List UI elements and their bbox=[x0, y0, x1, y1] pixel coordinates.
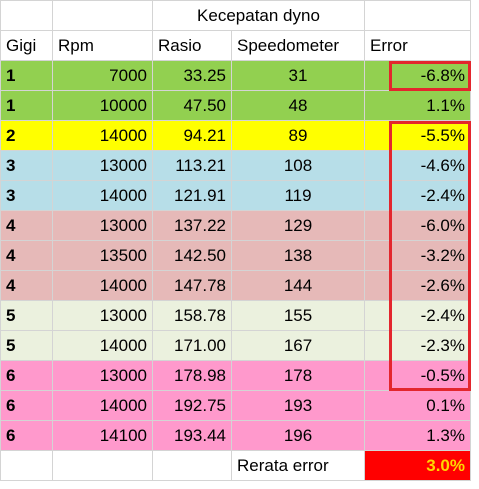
table-row: 1 7000 33.25 31 -6.8% bbox=[0, 60, 471, 91]
cell-speedometer[interactable]: 129 bbox=[231, 210, 365, 241]
cell-rasio[interactable]: 171.00 bbox=[152, 330, 232, 361]
cell-rpm[interactable]: 14000 bbox=[52, 390, 153, 421]
cell-error[interactable]: 1.3% bbox=[364, 420, 471, 451]
cell[interactable] bbox=[0, 0, 53, 31]
average-error-label[interactable]: Rerata error bbox=[231, 450, 365, 481]
cell-rpm[interactable]: 13000 bbox=[52, 360, 153, 391]
header-row: Gigi Rpm Rasio Speedometer Error bbox=[0, 30, 471, 61]
title-row: Kecepatan dyno bbox=[0, 0, 471, 31]
cell-rasio[interactable]: 142.50 bbox=[152, 240, 232, 271]
cell-rasio[interactable]: 121.91 bbox=[152, 180, 232, 211]
cell-error[interactable]: -2.4% bbox=[364, 180, 471, 211]
table-row: 2 14000 94.21 89 -5.5% bbox=[0, 120, 471, 151]
cell-gigi[interactable]: 1 bbox=[0, 90, 53, 121]
cell-rasio[interactable]: 47.50 bbox=[152, 90, 232, 121]
table-row: 5 14000 171.00 167 -2.3% bbox=[0, 330, 471, 361]
cell-rasio[interactable]: 137.22 bbox=[152, 210, 232, 241]
cell-gigi[interactable]: 3 bbox=[0, 150, 53, 181]
table-row: 5 13000 158.78 155 -2.4% bbox=[0, 300, 471, 331]
cell-speedometer[interactable]: 196 bbox=[231, 420, 365, 451]
table-row: 1 10000 47.50 48 1.1% bbox=[0, 90, 471, 121]
cell-rpm[interactable]: 14000 bbox=[52, 180, 153, 211]
average-error-value[interactable]: 3.0% bbox=[364, 450, 471, 481]
cell-rasio[interactable]: 178.98 bbox=[152, 360, 232, 391]
cell-rasio[interactable]: 113.21 bbox=[152, 150, 232, 181]
header-error[interactable]: Error bbox=[364, 30, 471, 61]
cell[interactable] bbox=[52, 0, 153, 31]
cell-speedometer[interactable]: 31 bbox=[231, 60, 365, 91]
cell-speedometer[interactable]: 144 bbox=[231, 270, 365, 301]
cell-gigi[interactable]: 1 bbox=[0, 60, 53, 91]
spreadsheet-table: Kecepatan dyno Gigi Rpm Rasio Speedomete… bbox=[0, 0, 471, 481]
cell-speedometer[interactable]: 167 bbox=[231, 330, 365, 361]
cell-error[interactable]: 0.1% bbox=[364, 390, 471, 421]
cell-gigi[interactable]: 5 bbox=[0, 300, 53, 331]
cell-speedometer[interactable]: 89 bbox=[231, 120, 365, 151]
header-speedometer[interactable]: Speedometer bbox=[231, 30, 365, 61]
table-row: 6 14000 192.75 193 0.1% bbox=[0, 390, 471, 421]
cell-rpm[interactable]: 10000 bbox=[52, 90, 153, 121]
table-row: 4 13000 137.22 129 -6.0% bbox=[0, 210, 471, 241]
cell-error[interactable]: -4.6% bbox=[364, 150, 471, 181]
cell-speedometer[interactable]: 48 bbox=[231, 90, 365, 121]
cell-speedometer[interactable]: 178 bbox=[231, 360, 365, 391]
table-row: 3 13000 113.21 108 -4.6% bbox=[0, 150, 471, 181]
table-row: 6 13000 178.98 178 -0.5% bbox=[0, 360, 471, 391]
table-row: 3 14000 121.91 119 -2.4% bbox=[0, 180, 471, 211]
cell-error[interactable]: -6.8% bbox=[364, 60, 471, 91]
cell-speedometer[interactable]: 138 bbox=[231, 240, 365, 271]
table-title-cell[interactable]: Kecepatan dyno bbox=[152, 0, 365, 31]
cell-error[interactable]: -2.6% bbox=[364, 270, 471, 301]
cell-gigi[interactable]: 6 bbox=[0, 390, 53, 421]
cell-rpm[interactable]: 14000 bbox=[52, 330, 153, 361]
cell-gigi[interactable]: 6 bbox=[0, 360, 53, 391]
cell-error[interactable]: 1.1% bbox=[364, 90, 471, 121]
cell-rpm[interactable]: 7000 bbox=[52, 60, 153, 91]
cell-rasio[interactable]: 33.25 bbox=[152, 60, 232, 91]
cell-error[interactable]: -0.5% bbox=[364, 360, 471, 391]
cell-rpm[interactable]: 14100 bbox=[52, 420, 153, 451]
cell-rasio[interactable]: 192.75 bbox=[152, 390, 232, 421]
cell-error[interactable]: -3.2% bbox=[364, 240, 471, 271]
cell-rpm[interactable]: 13000 bbox=[52, 150, 153, 181]
cell-gigi[interactable]: 4 bbox=[0, 240, 53, 271]
table-row: 4 13500 142.50 138 -3.2% bbox=[0, 240, 471, 271]
cell[interactable] bbox=[0, 450, 53, 481]
header-rpm[interactable]: Rpm bbox=[52, 30, 153, 61]
cell-speedometer[interactable]: 108 bbox=[231, 150, 365, 181]
footer-row: Rerata error 3.0% bbox=[0, 450, 471, 481]
table-row: 4 14000 147.78 144 -2.6% bbox=[0, 270, 471, 301]
cell-gigi[interactable]: 4 bbox=[0, 210, 53, 241]
cell-rasio[interactable]: 193.44 bbox=[152, 420, 232, 451]
table-row: 6 14100 193.44 196 1.3% bbox=[0, 420, 471, 451]
cell-rpm[interactable]: 14000 bbox=[52, 270, 153, 301]
cell-gigi[interactable]: 4 bbox=[0, 270, 53, 301]
header-gigi[interactable]: Gigi bbox=[0, 30, 53, 61]
cell-error[interactable]: -6.0% bbox=[364, 210, 471, 241]
cell-error[interactable]: -2.4% bbox=[364, 300, 471, 331]
cell-gigi[interactable]: 5 bbox=[0, 330, 53, 361]
cell-speedometer[interactable]: 119 bbox=[231, 180, 365, 211]
cell-speedometer[interactable]: 193 bbox=[231, 390, 365, 421]
cell-gigi[interactable]: 2 bbox=[0, 120, 53, 151]
cell-gigi[interactable]: 3 bbox=[0, 180, 53, 211]
cell[interactable] bbox=[152, 450, 232, 481]
cell-rpm[interactable]: 13000 bbox=[52, 210, 153, 241]
cell-rasio[interactable]: 158.78 bbox=[152, 300, 232, 331]
cell-speedometer[interactable]: 155 bbox=[231, 300, 365, 331]
cell-rasio[interactable]: 147.78 bbox=[152, 270, 232, 301]
cell-error[interactable]: -5.5% bbox=[364, 120, 471, 151]
cell-error[interactable]: -2.3% bbox=[364, 330, 471, 361]
cell-rpm[interactable]: 14000 bbox=[52, 120, 153, 151]
cell-rasio[interactable]: 94.21 bbox=[152, 120, 232, 151]
cell[interactable] bbox=[364, 0, 471, 31]
cell[interactable] bbox=[52, 450, 153, 481]
cell-rpm[interactable]: 13500 bbox=[52, 240, 153, 271]
cell-gigi[interactable]: 6 bbox=[0, 420, 53, 451]
header-rasio[interactable]: Rasio bbox=[152, 30, 232, 61]
cell-rpm[interactable]: 13000 bbox=[52, 300, 153, 331]
